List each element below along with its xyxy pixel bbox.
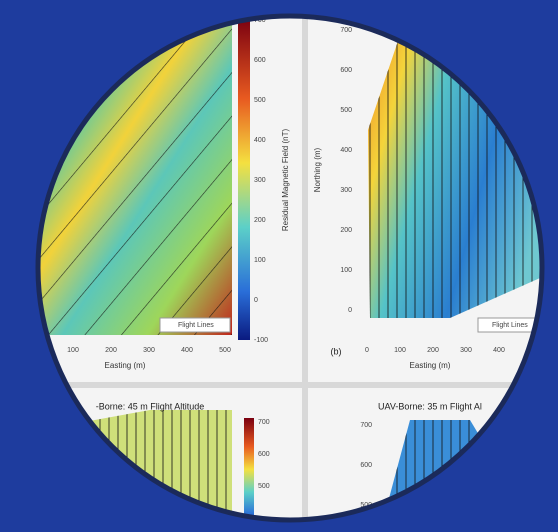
x-tick: 300: [460, 347, 472, 354]
x-tick: 300: [143, 347, 155, 354]
legend: Flight Lines: [178, 322, 214, 329]
colorbar-tick: 700: [254, 17, 266, 24]
colorbar-tick: 300: [254, 177, 266, 184]
x-tick: 0: [33, 347, 37, 354]
colorbar-tick: 100: [254, 257, 266, 264]
panel-tag: (b): [331, 346, 342, 356]
x-tick: 500: [219, 347, 231, 354]
colorbar-tick: -100: [254, 337, 268, 344]
x-label: Easting (m): [410, 361, 451, 370]
legend: Flight Lines: [492, 322, 528, 329]
x-tick: 200: [105, 347, 117, 354]
colorbar-tick: 0: [254, 297, 258, 304]
x-tick: 200: [427, 347, 439, 354]
panel-title: UAV-Borne: 35 m Flight Al: [378, 401, 482, 411]
colorbar-tick: 200: [254, 217, 266, 224]
colorbar-tick: 600: [258, 451, 270, 458]
colorbar-tick: 700: [258, 419, 270, 426]
x-tick: 100: [394, 347, 406, 354]
y-tick: 500: [340, 107, 352, 114]
y-label: Northing (m): [313, 147, 322, 192]
y-tick: 500: [360, 502, 372, 509]
x-tick: 400: [181, 347, 193, 354]
y-tick: 300: [340, 187, 352, 194]
y-tick: 600: [360, 462, 372, 469]
y-tick: 100: [340, 267, 352, 274]
colorbar-tick: 500: [254, 97, 266, 104]
y-tick: 400: [340, 147, 352, 154]
colorbar-tick: 600: [254, 57, 266, 64]
x-tick: 0: [365, 347, 369, 354]
colorbar: [238, 18, 250, 340]
x-label: Easting (m): [105, 361, 146, 370]
y-tick: 700: [360, 422, 372, 429]
x-tick: 400: [493, 347, 505, 354]
y-tick: 700: [340, 27, 352, 34]
y-tick: 600: [340, 67, 352, 74]
x-tick: 100: [67, 347, 79, 354]
colorbar-tick: 400: [254, 137, 266, 144]
y-tick: 200: [340, 227, 352, 234]
panel-title: -Borne: 45 m Flight Altitude: [96, 401, 205, 411]
colorbar-tick: 500: [258, 483, 270, 490]
colorbar-label: Residual Magnetic Field (nT): [281, 129, 290, 232]
y-tick: 0: [348, 307, 352, 314]
